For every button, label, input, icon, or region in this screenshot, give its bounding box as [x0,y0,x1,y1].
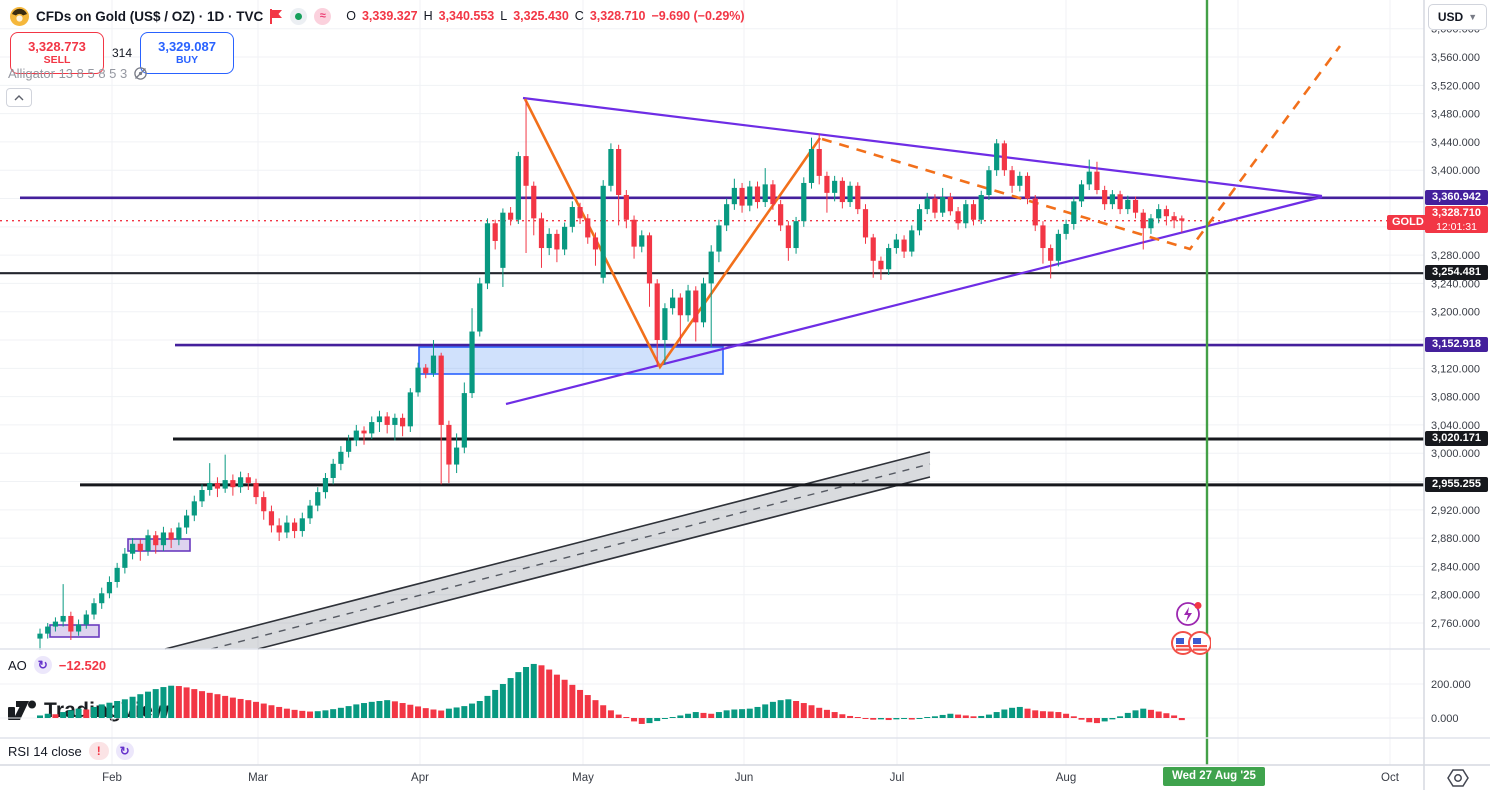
svg-text:2,880.000: 2,880.000 [1431,533,1480,545]
symbol-title[interactable]: CFDs on Gold (US$ / OZ) · 1D · TVC [36,8,264,24]
svg-text:Mar: Mar [248,772,268,784]
spread-value: 314 [112,46,133,60]
svg-text:3,080.000: 3,080.000 [1431,392,1480,404]
price-badge: 2,955.255 [1425,476,1488,492]
chevron-up-icon [14,94,24,100]
svg-text:Aug: Aug [1056,772,1076,784]
symbol-header: CFDs on Gold (US$ / OZ) · 1D · TVC ≈ O 3,… [10,5,745,27]
error-icon[interactable]: ! [88,742,109,760]
refresh-icon[interactable]: ↻ [33,656,52,674]
svg-text:3,400.000: 3,400.000 [1431,165,1480,177]
rsi-label: RSI 14 close [8,743,82,759]
currency-dropdown[interactable]: USD ▼ [1428,4,1487,30]
high-value: 3,340.553 [438,9,495,23]
candlestick-series [37,101,1185,650]
market-status-icon[interactable] [290,7,308,25]
ao-value: −12.520 [58,657,107,673]
gear-icon [1447,769,1469,787]
crosshair-date-badge: Wed 27 Aug '25 [1163,767,1265,786]
svg-text:Apr: Apr [411,772,429,784]
price-badge: 3,360.942 [1425,189,1488,205]
alligator-indicator-row[interactable]: Alligator 13 8 5 8 5 3 [8,66,148,81]
eye-hidden-icon[interactable] [133,66,148,81]
us-flag-event-icon [1171,631,1211,655]
gold-symbol-icon [10,6,29,26]
ohlc-readout: O 3,339.327 H 3,340.553 L 3,325.430 C 3,328.… [346,9,745,23]
price-badge: 3,254.481 [1425,265,1488,281]
svg-text:3,120.000: 3,120.000 [1431,363,1480,375]
svg-text:3,240.000: 3,240.000 [1431,278,1480,290]
open-value: 3,339.327 [361,9,418,23]
low-value: 3,325.430 [513,9,569,23]
price-badge: 3,328.710 12:01:31 [1425,205,1488,233]
delayed-data-icon[interactable]: ≈ [314,7,332,25]
svg-text:3,040.000: 3,040.000 [1431,420,1480,432]
svg-text:Jun: Jun [735,772,754,784]
event-icons[interactable] [1171,601,1211,657]
timezone-settings-button[interactable] [1443,767,1473,789]
refresh-icon[interactable]: ↻ [115,742,134,760]
tradingview-logo-icon [8,700,36,720]
flag-icon[interactable] [270,8,283,24]
sell-button[interactable]: 3,328.773 SELL [10,32,104,74]
ao-histogram [37,663,1185,724]
alligator-label: Alligator 13 8 5 8 5 3 [8,66,128,81]
svg-text:3,280.000: 3,280.000 [1431,250,1480,262]
chevron-down-icon: ▼ [1468,12,1478,22]
svg-text:200.000: 200.000 [1431,679,1471,691]
svg-text:Jul: Jul [890,772,905,784]
svg-text:3,440.000: 3,440.000 [1431,137,1480,149]
svg-text:2,840.000: 2,840.000 [1431,561,1480,573]
ao-indicator-row[interactable]: AO ↻ −12.520 [8,656,106,674]
price-badge: 3,020.171 [1425,430,1488,446]
currency-label: USD [1437,10,1464,24]
svg-text:2,920.000: 2,920.000 [1431,505,1480,517]
change-value: −9.690 (−0.29%) [651,9,745,23]
ao-label: AO [8,657,27,673]
buy-button[interactable]: 3,329.087 BUY [140,32,235,74]
pane-collapse-button[interactable] [6,88,32,107]
rsi-indicator-row[interactable]: RSI 14 close ! ↻ [8,742,134,760]
svg-text:May: May [572,772,594,784]
svg-text:3,560.000: 3,560.000 [1431,52,1480,64]
sell-price: 3,328.773 [28,39,86,54]
svg-text:3,200.000: 3,200.000 [1431,307,1480,319]
svg-text:2,800.000: 2,800.000 [1431,590,1480,602]
svg-text:3,520.000: 3,520.000 [1431,80,1480,92]
trade-widget: 3,328.773 SELL 314 3,329.087 BUY [10,32,235,74]
close-value: 3,328.710 [589,9,646,23]
price-badge: 3,152.918 [1425,337,1488,353]
svg-text:3,000.000: 3,000.000 [1431,448,1480,460]
svg-text:3,480.000: 3,480.000 [1431,109,1480,121]
svg-text:Oct: Oct [1381,772,1400,784]
svg-text:2,760.000: 2,760.000 [1431,618,1480,630]
buy-price: 3,329.087 [158,39,216,54]
symbol-price-tag: GOLD [1387,215,1429,230]
svg-text:0.000: 0.000 [1431,713,1459,725]
svg-text:Feb: Feb [102,772,122,784]
